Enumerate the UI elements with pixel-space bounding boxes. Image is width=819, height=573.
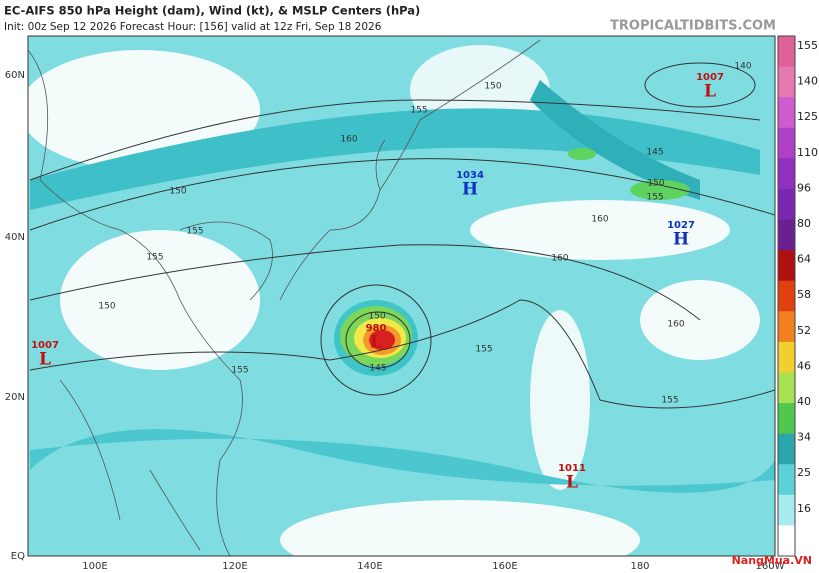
colorbar-swatch xyxy=(778,311,795,343)
contour-label: 150 xyxy=(484,82,501,92)
colorbar-swatch xyxy=(778,403,795,435)
site-credit: TROPICALTIDBITS.COM xyxy=(610,19,776,34)
contour-label: 155 xyxy=(475,345,492,355)
contour-label: 160 xyxy=(667,320,684,330)
contour-label: 145 xyxy=(646,148,663,158)
colorbar-swatch xyxy=(778,250,795,282)
latitude-label: EQ xyxy=(11,551,25,562)
colorbar-swatch xyxy=(778,97,795,129)
longitude-label: 140E xyxy=(357,561,382,572)
colorbar-label: 25 xyxy=(797,466,811,479)
contour-label: 155 xyxy=(186,227,203,237)
colorbar-label: 155 xyxy=(797,39,818,52)
colorbar-swatch xyxy=(778,341,795,373)
center-pressure: 980 xyxy=(366,323,387,334)
contour-label: 150 xyxy=(647,179,664,189)
contour-label: 155 xyxy=(146,253,163,263)
contour-label: 155 xyxy=(661,396,678,406)
watermark: NangMua.VN xyxy=(732,554,812,567)
colorbar-swatch xyxy=(778,158,795,190)
contour-label: 150 xyxy=(98,302,115,312)
colorbar-swatch xyxy=(778,433,795,465)
colorbar-label: 40 xyxy=(797,395,811,408)
colorbar-frame xyxy=(777,35,796,557)
colorbar-label: 52 xyxy=(797,324,811,337)
center-symbol: H xyxy=(673,230,689,250)
colorbar-swatch xyxy=(778,525,795,557)
colorbar-label: 125 xyxy=(797,110,818,123)
center-pressure: 1011 xyxy=(558,463,586,474)
center-symbol: L xyxy=(39,350,51,370)
center-symbol: L xyxy=(566,473,578,493)
colorbar-swatch xyxy=(778,66,795,98)
colorbar-label: 64 xyxy=(797,253,811,266)
colorbar-label: 58 xyxy=(797,288,811,301)
colorbar-label: 140 xyxy=(797,75,818,88)
contour-label: 150 xyxy=(368,312,385,322)
colorbar-label: 96 xyxy=(797,181,811,194)
center-pressure: 1007 xyxy=(31,340,59,351)
contour-label: 160 xyxy=(340,135,357,145)
center-pressure: 1034 xyxy=(456,170,484,181)
colorbar-swatch xyxy=(778,280,795,312)
colorbar-swatch xyxy=(778,36,795,68)
colorbar-swatch xyxy=(778,219,795,251)
center-pressure: 1027 xyxy=(667,220,695,231)
colorbar-swatch xyxy=(778,464,795,496)
colorbar-swatch xyxy=(778,127,795,159)
colorbar-label: 46 xyxy=(797,359,811,372)
longitude-label: 100E xyxy=(82,561,107,572)
contour-label: 155 xyxy=(646,193,663,203)
colorbar-swatch xyxy=(778,188,795,221)
center-symbol: H xyxy=(462,180,478,200)
contour-label: 140 xyxy=(734,62,751,72)
map-field xyxy=(28,36,775,556)
contour-label: 160 xyxy=(551,254,568,264)
longitude-label: 180 xyxy=(630,561,649,572)
center-pressure: 1007 xyxy=(696,72,724,83)
colorbar-label: 80 xyxy=(797,217,811,230)
contour-label: 145 xyxy=(369,364,386,374)
contour-label: 155 xyxy=(410,106,427,116)
colorbar-swatch xyxy=(778,372,795,404)
contour-label: 150 xyxy=(169,187,186,197)
map-subtitle: Init: 00z Sep 12 2026 Forecast Hour: [15… xyxy=(4,21,382,33)
colorbar-label: 16 xyxy=(797,502,811,515)
contour-label: 160 xyxy=(591,215,608,225)
colorbar-label: 110 xyxy=(797,146,818,159)
colorbar-label: 34 xyxy=(797,431,811,444)
latitude-label: 40N xyxy=(5,232,25,243)
longitude-label: 160W xyxy=(756,561,785,572)
longitude-label: 160E xyxy=(492,561,517,572)
latitude-label: 20N xyxy=(5,392,25,403)
longitude-label: 120E xyxy=(222,561,247,572)
center-symbol: L xyxy=(370,333,382,353)
contour-label: 155 xyxy=(231,366,248,376)
latitude-label: 60N xyxy=(5,70,25,81)
colorbar-swatch xyxy=(778,494,795,526)
center-symbol: L xyxy=(704,82,716,102)
map-frame xyxy=(27,35,776,557)
map-title: EC-AIFS 850 hPa Height (dam), Wind (kt),… xyxy=(4,4,420,18)
